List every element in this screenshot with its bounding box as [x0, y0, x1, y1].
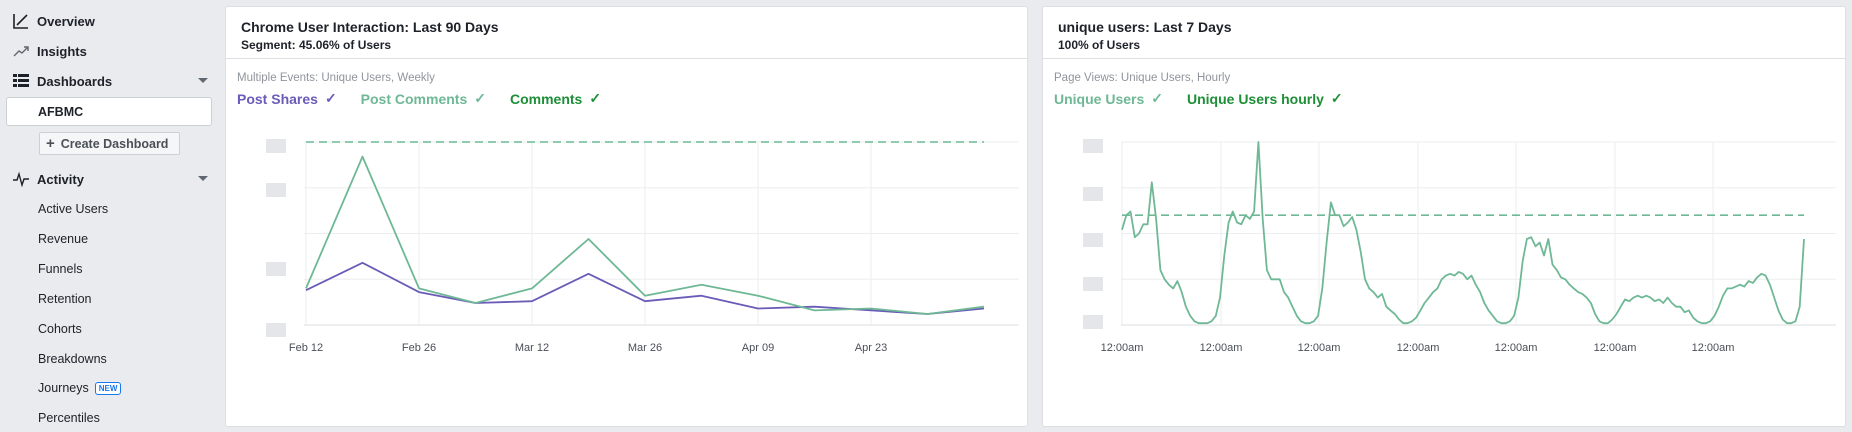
y-tick-placeholder-0 [1083, 139, 1103, 153]
legend-item-post-shares[interactable]: Post Shares ✓ [237, 90, 337, 107]
sidebar-item-retention[interactable]: Retention [38, 292, 92, 306]
y-tick-placeholder-1 [266, 183, 286, 197]
x-tick-label-0: 12:00am [1101, 342, 1144, 354]
check-icon: ✓ [1151, 90, 1163, 106]
events-description: Multiple Events: Unique Users, Weekly [237, 72, 435, 84]
x-tick-label-4: Apr 09 [742, 342, 774, 354]
y-tick-placeholder-3 [1083, 277, 1103, 291]
line-chart-weekly: Feb 12 Feb 26 Mar 12 Mar 26 Apr 09 Apr 23 [266, 139, 1019, 354]
y-tick-placeholder-3 [266, 323, 286, 337]
series-line-post-shares [305, 261, 985, 315]
legend-item-comments[interactable]: Comments ✓ [510, 90, 601, 107]
legend-label: Unique Users [1054, 90, 1145, 107]
nav-activity-label: Activity [37, 171, 84, 187]
create-dashboard-button[interactable]: + Create Dashboard [39, 132, 180, 155]
x-tick-label-2: 12:00am [1298, 342, 1341, 354]
sidebar-item-active-users[interactable]: Active Users [38, 202, 109, 216]
sidebar-item-percentiles[interactable]: Percentiles [38, 411, 100, 425]
nav-dashboards[interactable]: Dashboards [12, 70, 208, 92]
overview-icon [12, 12, 30, 30]
sidebar-item-revenue[interactable]: Revenue [38, 232, 89, 246]
sidebar-item-cohorts[interactable]: Cohorts [38, 322, 82, 336]
new-badge: NEW [94, 381, 122, 395]
nav-overview[interactable]: Overview [12, 10, 208, 32]
sidebar-item-journeys-label: Journeys [38, 381, 89, 395]
check-icon: ✓ [324, 90, 337, 106]
x-tick-label-1: Feb 26 [402, 342, 436, 354]
check-icon: ✓ [1330, 90, 1343, 106]
y-tick-placeholder-2 [266, 262, 286, 276]
sidebar-item-journeys[interactable]: Journeys NEW [38, 378, 122, 398]
chart-card-unique-users: unique users: Last 7 Days 100% of Users … [1042, 6, 1846, 427]
grid-icon [12, 72, 30, 90]
x-tick-label-2: Mar 12 [515, 342, 549, 354]
check-icon: ✓ [474, 90, 486, 106]
x-tick-label-5: 12:00am [1594, 342, 1637, 354]
chart-legend: Unique Users ✓ Unique Users hourly ✓ [1054, 90, 1367, 107]
legend-item-unique-users[interactable]: Unique Users ✓ [1054, 90, 1163, 107]
chevron-down-icon[interactable] [198, 78, 208, 83]
insights-icon [12, 42, 30, 60]
legend-label: Unique Users hourly [1186, 90, 1324, 107]
x-tick-label-3: Mar 26 [628, 342, 662, 354]
card-header: Chrome User Interaction: Last 90 Days Se… [226, 7, 1027, 59]
card-title[interactable]: Chrome User Interaction: Last 90 Days [241, 19, 499, 35]
nav-dashboards-label: Dashboards [37, 73, 113, 89]
chart-legend: Post Shares ✓ Post Comments ✓ Comments ✓ [237, 90, 625, 107]
legend-label: Post Shares [237, 90, 318, 107]
series-line-unique-users [1121, 141, 1805, 325]
card-segment: 100% of Users [1058, 38, 1141, 52]
sidebar-item-breakdowns[interactable]: Breakdowns [38, 352, 107, 366]
plus-icon: + [46, 135, 55, 152]
chevron-down-icon[interactable] [198, 176, 208, 181]
legend-item-post-comments[interactable]: Post Comments ✓ [361, 90, 486, 107]
y-tick-placeholder-1 [1083, 187, 1103, 201]
nav-insights[interactable]: Insights [12, 40, 208, 62]
chart-card-chrome-interaction: Chrome User Interaction: Last 90 Days Se… [225, 6, 1028, 427]
card-title[interactable]: unique users: Last 7 Days [1058, 19, 1232, 35]
series-line-post-comments [305, 155, 985, 315]
x-tick-label-1: 12:00am [1200, 342, 1243, 354]
legend-item-unique-users-hourly[interactable]: Unique Users hourly ✓ [1187, 90, 1343, 107]
create-dashboard-label: Create Dashboard [60, 136, 169, 151]
y-tick-placeholder-0 [266, 139, 286, 153]
x-tick-label-5: Apr 23 [855, 342, 887, 354]
events-description: Page Views: Unique Users, Hourly [1054, 72, 1231, 84]
card-segment: Segment: 45.06% of Users [241, 38, 392, 52]
nav-activity[interactable]: Activity [12, 168, 208, 190]
x-tick-label-4: 12:00am [1495, 342, 1538, 354]
nav-overview-label: Overview [37, 13, 95, 29]
check-icon: ✓ [589, 90, 602, 106]
activity-icon [12, 170, 30, 188]
legend-label: Post Comments [360, 90, 468, 107]
dashboard-item-selected[interactable]: AFBMC [6, 97, 212, 126]
line-chart-hourly: 12:00am 12:00am 12:00am 12:00am 12:00am 12:00… [1083, 139, 1836, 354]
sidebar: Overview Insights Dashboards AFBMC + Cre… [0, 0, 214, 432]
sidebar-item-funnels[interactable]: Funnels [38, 262, 83, 276]
y-tick-placeholder-2 [1083, 233, 1103, 247]
x-tick-label-0: Feb 12 [289, 342, 323, 354]
nav-insights-label: Insights [37, 43, 87, 59]
card-header: unique users: Last 7 Days 100% of Users [1043, 7, 1845, 59]
x-tick-label-6: 12:00am [1692, 342, 1735, 354]
legend-label: Comments [509, 90, 583, 107]
y-tick-placeholder-4 [1083, 315, 1103, 329]
x-tick-label-3: 12:00am [1397, 342, 1440, 354]
